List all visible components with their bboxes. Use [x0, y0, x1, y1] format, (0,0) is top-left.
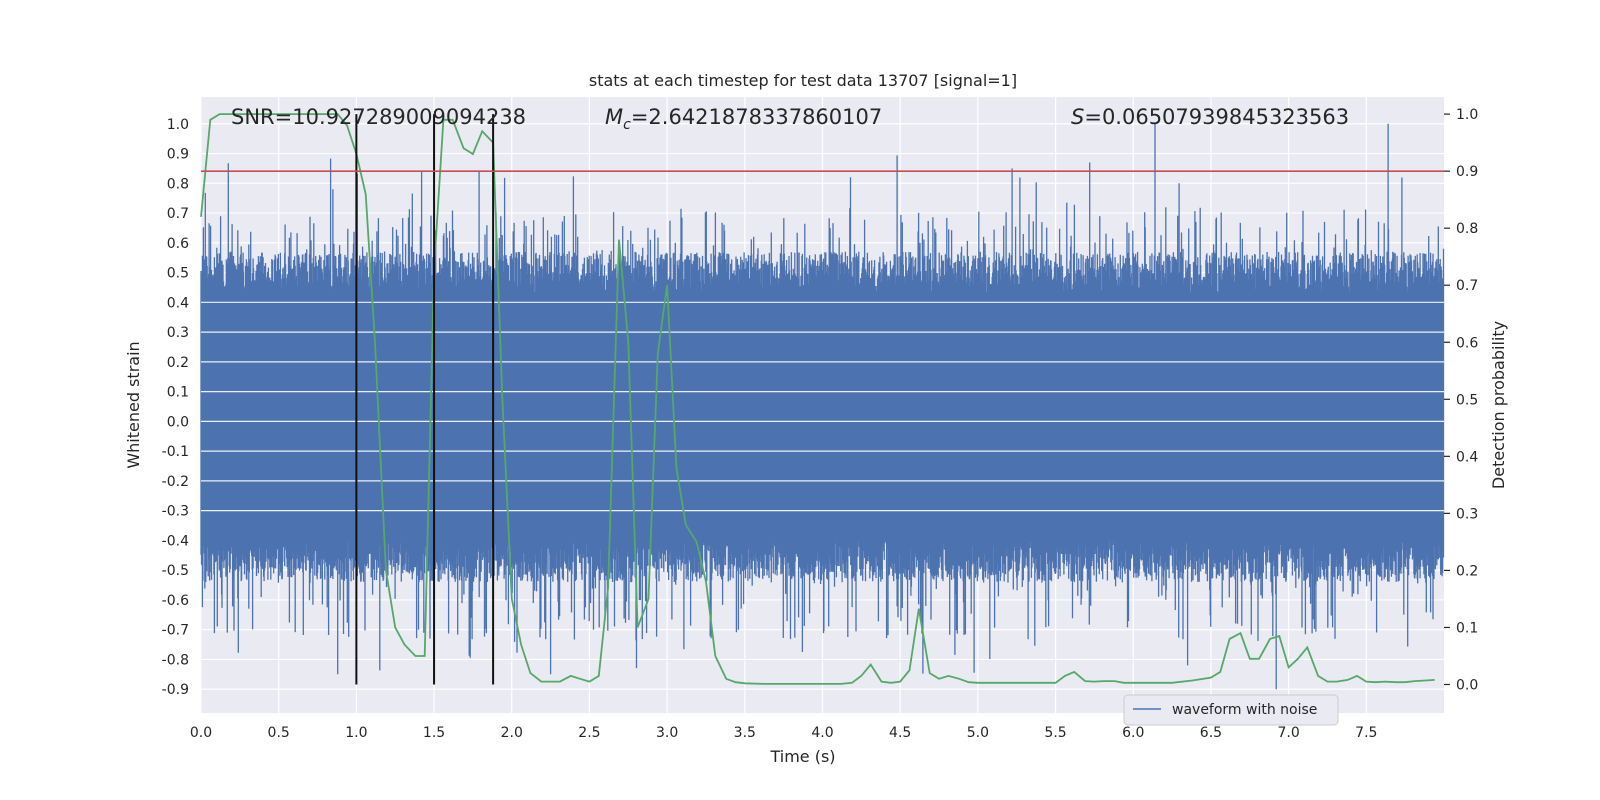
waveform-series	[200, 123, 1445, 690]
y-right-tick-label: 0.3	[1456, 506, 1478, 522]
y-left-tick-label: -0.9	[162, 682, 189, 698]
y-left-tick-label: 0.1	[167, 385, 189, 401]
y-left-tick-label: -0.4	[162, 533, 189, 549]
x-tick-label: 1.0	[345, 725, 367, 741]
legend-box	[1123, 694, 1339, 726]
event-markers	[355, 114, 495, 685]
x-tick-label: 3.5	[734, 725, 756, 741]
y-axis-label-left: Whitened strain	[124, 341, 143, 468]
legend: waveform with noise	[1123, 694, 1339, 726]
y-left-tick-label: 0.8	[167, 176, 189, 192]
x-tick-label: 0.5	[268, 725, 290, 741]
y-left-tick-label: 0.3	[167, 325, 189, 341]
x-tick-label: 6.5	[1200, 725, 1222, 741]
axis-ticks: 0.0 0.5 1.0 1.5 2.0 2.5 3.0 3.5 4.0 4.5 5.0 5.5 6.0 6…	[162, 107, 1479, 741]
y-right-tick-label: 0.7	[1456, 278, 1478, 294]
chart-title: stats at each timestep for test data 137…	[589, 71, 1017, 90]
y-left-tick-label: 1.0	[167, 117, 189, 133]
s-annotation: S=0.06507939845323563	[1071, 105, 1349, 129]
y-right-tick-label: 0.8	[1456, 221, 1478, 237]
y-right-tick-label: 0.5	[1456, 392, 1478, 408]
waveform-core-band	[201, 293, 1444, 541]
y-left-tick-label: -0.2	[162, 474, 189, 490]
y-right-tick-label: 0.6	[1456, 335, 1478, 351]
y-left-tick-label: 0.2	[167, 355, 189, 371]
x-tick-label: 1.5	[423, 725, 445, 741]
y-axis-label-right: Detection probability	[1489, 321, 1508, 489]
y-left-tick-label: 0.5	[167, 266, 189, 282]
y-left-tick-label: -0.5	[162, 563, 189, 579]
x-tick-label: 3.0	[656, 725, 678, 741]
y-left-tick-label: -0.1	[162, 444, 189, 460]
y-left-tick-label: 0.9	[167, 147, 189, 163]
x-tick-label: 6.0	[1122, 725, 1144, 741]
x-tick-label: 4.0	[811, 725, 833, 741]
y-left-tick-label: -0.7	[162, 623, 189, 639]
y-left-tick-label: 0.4	[167, 295, 189, 311]
y-left-tick-label: 0.7	[167, 206, 189, 222]
y-right-tick-label: 0.1	[1456, 620, 1478, 636]
y-left-tick-label: -0.3	[162, 504, 189, 520]
chirp-mass-annotation: Mc=2.6421878337860107	[605, 105, 882, 133]
y-right-tick-label: 0.4	[1456, 449, 1478, 465]
x-tick-label: 7.5	[1355, 725, 1377, 741]
probability-series	[200, 113, 1435, 685]
x-tick-label: 0.0	[190, 725, 212, 741]
probability-line	[200, 113, 1435, 685]
x-tick-label: 7.0	[1277, 725, 1299, 741]
y-left-tick-label: 0.6	[167, 236, 189, 252]
y-right-tick-label: 0.2	[1456, 563, 1478, 579]
y-left-tick-label: -0.6	[162, 593, 189, 609]
x-tick-label: 2.0	[501, 725, 523, 741]
x-axis-label: Time (s)	[769, 747, 835, 766]
x-tick-label: 5.5	[1044, 725, 1066, 741]
y-left-tick-label: -0.8	[162, 652, 189, 668]
y-right-tick-label: 0.0	[1456, 677, 1478, 693]
snr-annotation: SNR=10.927289009094238	[231, 105, 526, 129]
y-right-tick-label: 0.9	[1456, 164, 1478, 180]
legend-label: waveform with noise	[1172, 702, 1317, 718]
x-tick-label: 5.0	[967, 725, 989, 741]
y-left-tick-label: 0.0	[167, 414, 189, 430]
x-tick-label: 2.5	[578, 725, 600, 741]
y-right-tick-label: 1.0	[1456, 107, 1478, 123]
x-tick-label: 4.5	[889, 725, 911, 741]
